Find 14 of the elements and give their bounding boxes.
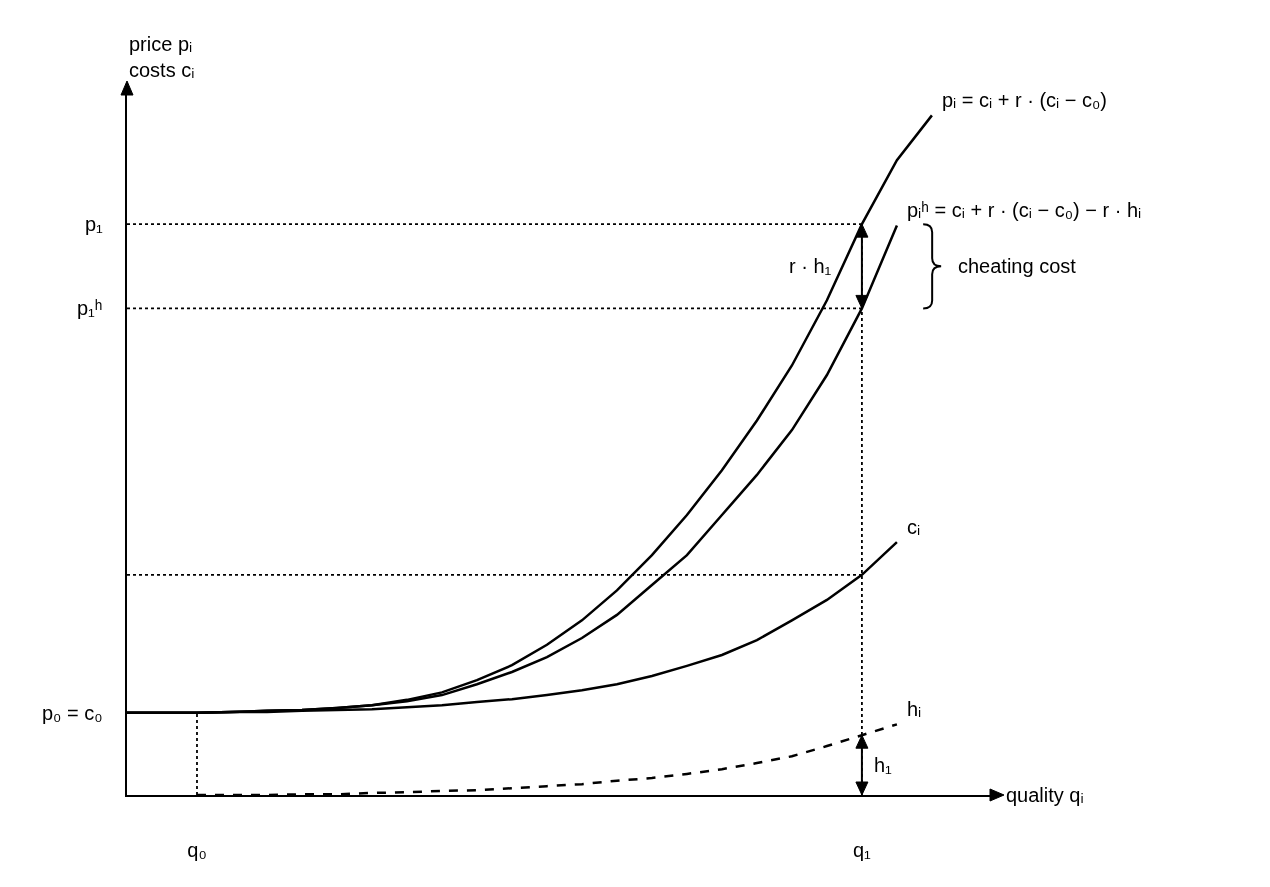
y-axis-title: price pᵢ costs cᵢ: [129, 33, 195, 81]
x-axis-title: quality qᵢ: [1006, 784, 1084, 806]
series-label: pᵢʰ = cᵢ + r · (cᵢ − c₀) − r · hᵢ: [907, 199, 1142, 221]
series-label: pᵢ = cᵢ + r · (cᵢ − c₀): [942, 89, 1107, 111]
text: p₁: [85, 213, 104, 235]
series-label: hᵢ: [907, 698, 922, 720]
x-tick-label: q₀: [187, 839, 207, 862]
text: p₁ʰ: [77, 297, 103, 319]
text: p₀ = c₀: [42, 702, 103, 724]
annotation: r · h₁: [789, 255, 832, 277]
annotation: cheating cost: [958, 255, 1077, 277]
series-label: cᵢ: [907, 516, 921, 538]
annotation: h₁: [874, 754, 893, 776]
x-tick-label: q₁: [852, 839, 872, 862]
